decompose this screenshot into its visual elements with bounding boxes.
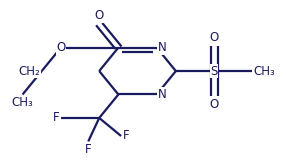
Text: CH₃: CH₃	[254, 64, 276, 78]
Text: CH₃: CH₃	[12, 96, 33, 109]
Text: F: F	[53, 112, 59, 124]
Text: CH₂: CH₂	[19, 64, 40, 78]
Text: O: O	[210, 31, 219, 44]
Text: S: S	[210, 64, 218, 78]
Text: N: N	[158, 88, 167, 101]
Text: F: F	[122, 129, 129, 143]
Text: F: F	[85, 143, 92, 156]
Text: O: O	[95, 9, 104, 22]
Text: N: N	[158, 41, 167, 54]
Text: O: O	[56, 41, 65, 54]
Text: O: O	[210, 98, 219, 111]
